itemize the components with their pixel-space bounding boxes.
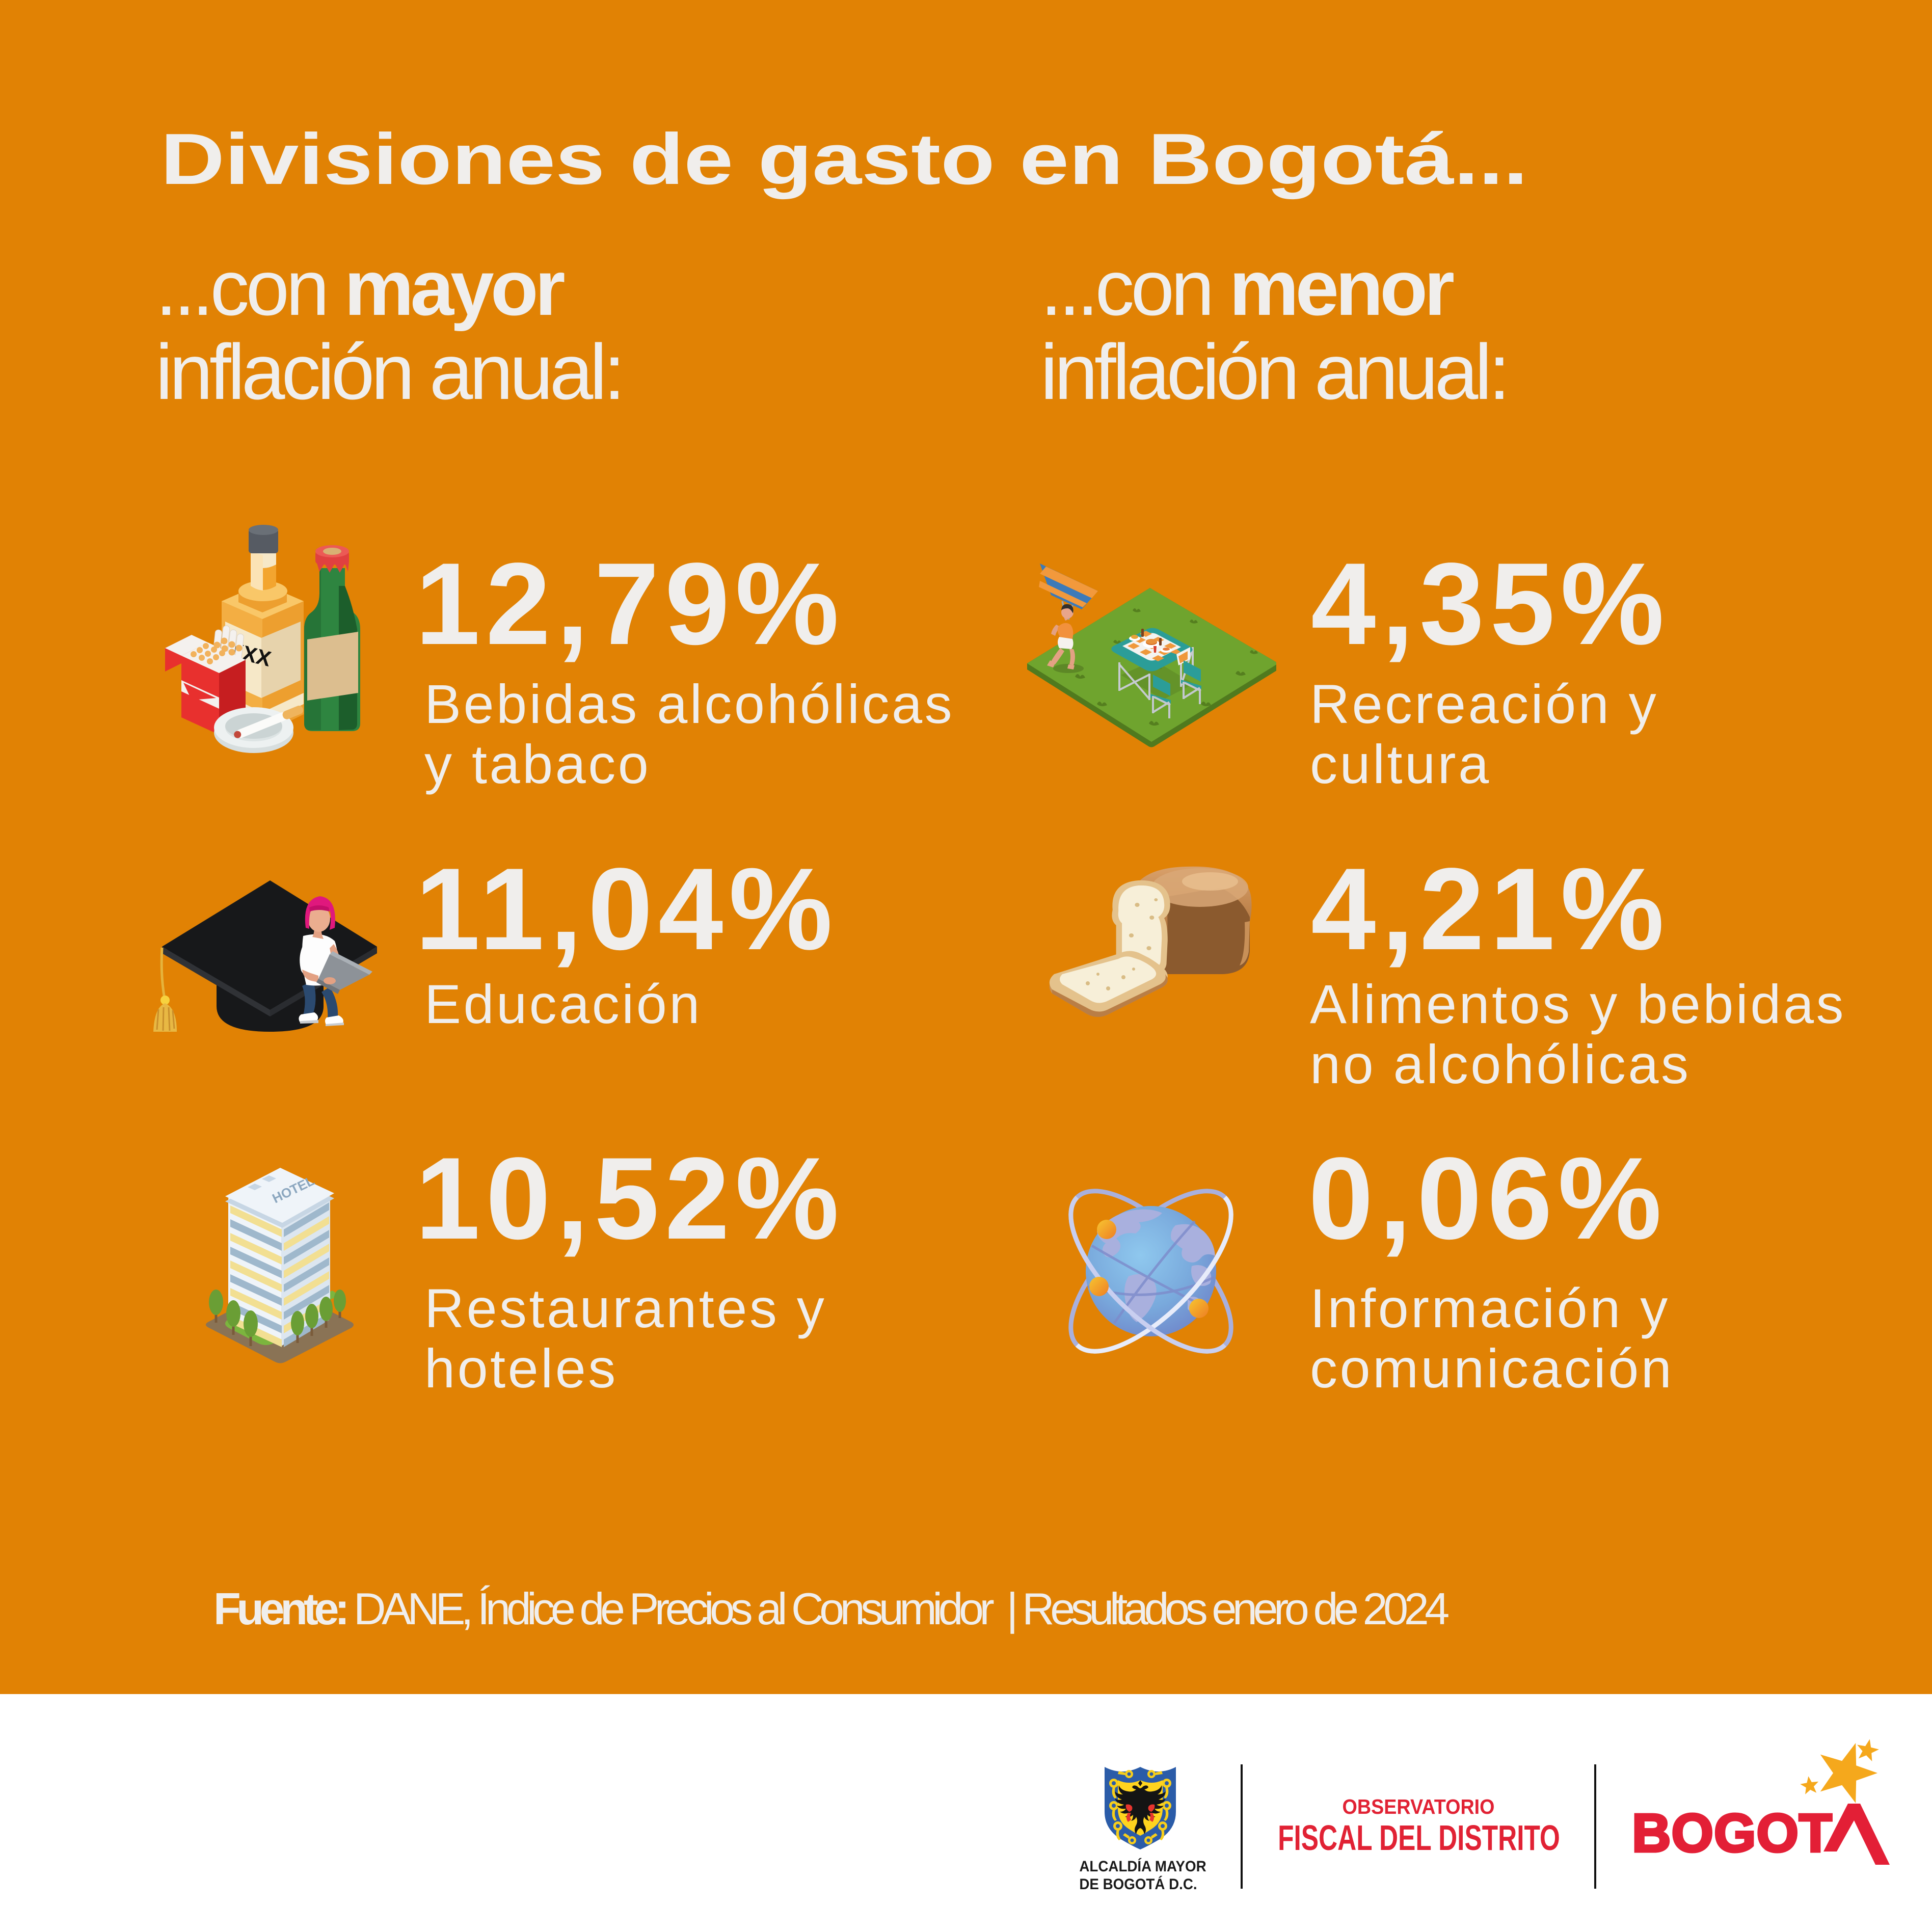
svg-text:BOGOT: BOGOT bbox=[1632, 1803, 1833, 1863]
